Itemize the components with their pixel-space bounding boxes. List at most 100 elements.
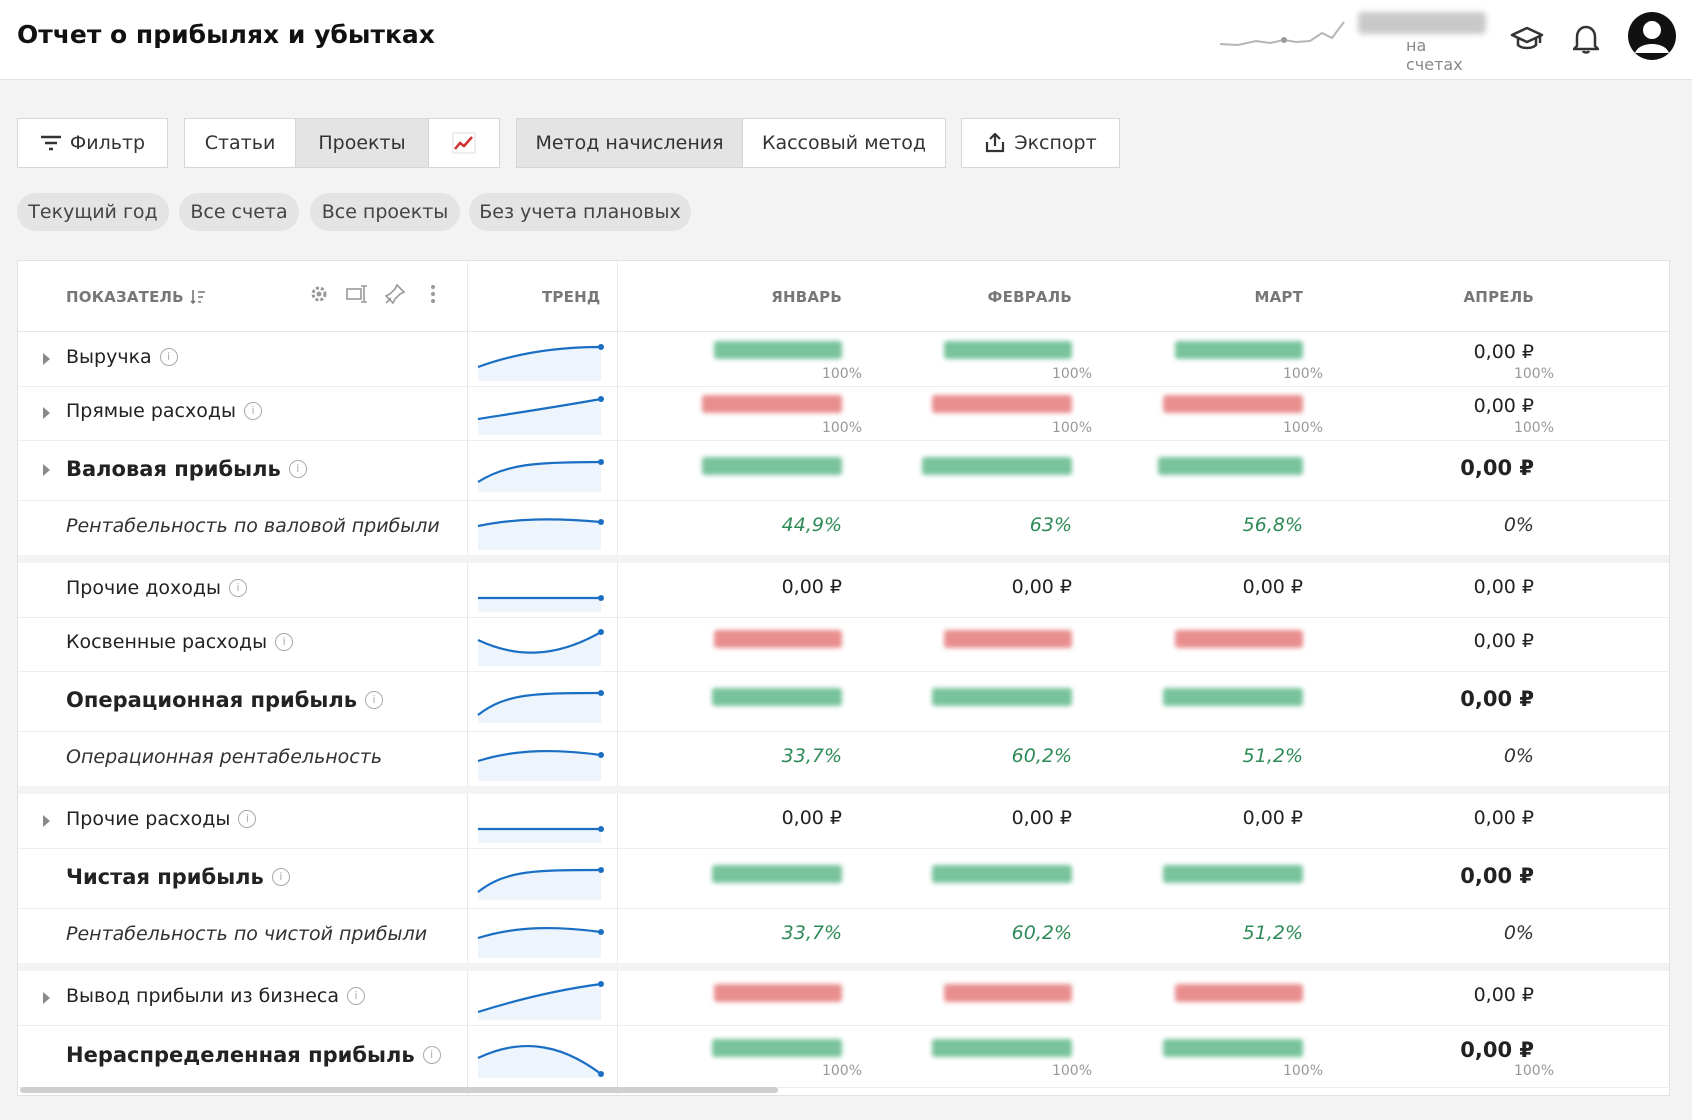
month-value-cell[interactable] — [642, 864, 842, 888]
month-value-cell[interactable] — [872, 630, 1072, 653]
method-accrual-button[interactable]: Метод начисления — [516, 118, 743, 168]
table-row[interactable]: Прочие доходы i 0,00 ₽ 0,00 ₽ 0,00 ₽ 0,00 ₽ — [18, 563, 1669, 618]
month-value-cell[interactable] — [872, 395, 1072, 418]
month-value-cell[interactable] — [872, 984, 1072, 1007]
month-value-cell[interactable] — [872, 864, 1072, 888]
month-value-cell[interactable]: 0,00 ₽ — [1334, 456, 1534, 480]
expand-caret-icon[interactable] — [43, 815, 50, 827]
graduation-cap-icon[interactable] — [1508, 20, 1546, 58]
month-value-cell[interactable]: 63% — [872, 514, 1072, 536]
bell-icon[interactable] — [1567, 20, 1605, 58]
month-value-cell[interactable]: 0,00 ₽ — [1334, 576, 1534, 598]
month-value-cell[interactable] — [642, 341, 842, 364]
month-value-cell[interactable]: 0% — [1334, 745, 1534, 767]
expand-caret-icon[interactable] — [43, 353, 50, 365]
month-value-cell[interactable]: 51,2% — [1103, 745, 1303, 767]
chart-view-button[interactable] — [428, 118, 500, 168]
month-value-cell[interactable]: 0,00 ₽ — [1103, 576, 1303, 598]
user-avatar-icon[interactable] — [1626, 10, 1678, 62]
info-icon[interactable]: i — [422, 1046, 441, 1064]
month-value-cell[interactable]: 0% — [1334, 514, 1534, 536]
month-value-cell[interactable] — [642, 687, 842, 711]
month-value-cell[interactable]: 33,7% — [642, 745, 842, 767]
chip-accounts[interactable]: Все счета — [179, 193, 299, 231]
chip-plan[interactable]: Без учета плановых — [469, 193, 691, 231]
month-value-cell[interactable]: 33,7% — [642, 922, 842, 944]
month-value-cell[interactable] — [872, 341, 1072, 364]
month-value-cell[interactable] — [642, 456, 842, 480]
horizontal-scrollbar[interactable] — [20, 1087, 778, 1093]
table-row[interactable]: Выручка i 100% 100% 100% 0,00 ₽ 100% — [18, 332, 1669, 387]
info-icon[interactable]: i — [288, 460, 307, 478]
month-value-cell[interactable]: 44,9% — [642, 514, 842, 536]
month-value-cell[interactable] — [872, 456, 1072, 480]
month-value-cell[interactable] — [642, 984, 842, 1007]
info-icon[interactable]: i — [275, 633, 294, 651]
table-row[interactable]: Валовая прибыль i 0,00 ₽ — [18, 440, 1669, 501]
info-icon[interactable]: i — [365, 691, 384, 709]
month-value-cell[interactable]: 0,00 ₽ — [1334, 687, 1534, 711]
month-value-cell[interactable] — [1103, 864, 1303, 888]
table-row[interactable]: Прочие расходы i 0,00 ₽ 0,00 ₽ 0,00 ₽ 0,00 ₽ — [18, 794, 1669, 849]
table-row[interactable]: Чистая прибыль i 0,00 ₽ — [18, 848, 1669, 909]
month-value-cell[interactable]: 0,00 ₽ — [1334, 630, 1534, 652]
info-icon[interactable]: i — [346, 987, 365, 1005]
info-icon[interactable]: i — [159, 348, 178, 366]
month-value-cell[interactable]: 60,2% — [872, 745, 1072, 767]
month-value-cell[interactable]: 0,00 ₽ — [1103, 807, 1303, 829]
month-value-cell[interactable] — [872, 1038, 1072, 1062]
view-projects-button[interactable]: Проекты — [295, 118, 429, 168]
table-row[interactable]: Вывод прибыли из бизнеса i 0,00 ₽ — [18, 971, 1669, 1026]
month-value-cell[interactable]: 0,00 ₽ — [642, 807, 842, 829]
month-value-cell[interactable] — [642, 630, 842, 653]
month-value-cell[interactable] — [1103, 1038, 1303, 1062]
info-icon[interactable]: i — [238, 810, 257, 828]
month-value-cell[interactable]: 56,8% — [1103, 514, 1303, 536]
month-value-cell[interactable]: 0% — [1334, 922, 1534, 944]
month-value-cell[interactable]: 0,00 ₽ — [642, 576, 842, 598]
table-row[interactable]: Операционная прибыль i 0,00 ₽ — [18, 671, 1669, 732]
header-indicator[interactable]: ПОКАЗАТЕЛЬ — [66, 288, 206, 306]
month-value-cell[interactable]: 0,00 ₽ — [1334, 864, 1534, 888]
pin-icon[interactable] — [384, 283, 406, 305]
table-row[interactable]: Рентабельность по чистой прибыли 33,7% 60,… — [18, 908, 1669, 971]
month-value-cell[interactable]: 0,00 ₽ — [1334, 984, 1534, 1006]
month-value-cell[interactable] — [1103, 630, 1303, 653]
table-row[interactable]: Рентабельность по валовой прибыли 44,9% 63… — [18, 500, 1669, 563]
month-value-cell[interactable]: 60,2% — [872, 922, 1072, 944]
month-value-cell[interactable] — [642, 395, 842, 418]
expand-caret-icon[interactable] — [43, 992, 50, 1004]
export-button[interactable]: Экспорт — [961, 118, 1120, 168]
info-icon[interactable]: i — [271, 868, 290, 886]
column-width-icon[interactable] — [346, 284, 368, 304]
month-value-cell[interactable]: 0,00 ₽ — [1334, 1038, 1534, 1062]
more-vertical-icon[interactable] — [430, 283, 436, 305]
expand-caret-icon[interactable] — [43, 407, 50, 419]
month-value-cell[interactable] — [642, 1038, 842, 1062]
month-value-cell[interactable] — [1103, 984, 1303, 1007]
info-icon[interactable]: i — [244, 402, 262, 420]
month-value-cell[interactable] — [1103, 395, 1303, 418]
month-value-cell[interactable] — [1103, 456, 1303, 480]
chip-projects[interactable]: Все проекты — [310, 193, 460, 231]
month-value-cell[interactable]: 0,00 ₽ — [1334, 395, 1534, 417]
chip-period[interactable]: Текущий год — [17, 193, 169, 231]
account-balance[interactable]: на счетах — [1358, 12, 1488, 74]
month-value-cell[interactable]: 0,00 ₽ — [1334, 341, 1534, 363]
month-value-cell[interactable]: 0,00 ₽ — [1334, 807, 1534, 829]
table-row[interactable]: Нераспределенная прибыль i 100% 100% 100% 0,0… — [18, 1025, 1669, 1088]
month-value-cell[interactable]: 0,00 ₽ — [872, 807, 1072, 829]
view-articles-button[interactable]: Статьи — [184, 118, 296, 168]
table-row[interactable]: Прямые расходы i 100% 100% 100% 0,00 ₽ 100% — [18, 386, 1669, 441]
expand-caret-icon[interactable] — [43, 464, 50, 476]
month-value-cell[interactable]: 51,2% — [1103, 922, 1303, 944]
month-value-cell[interactable] — [1103, 687, 1303, 711]
month-value-cell[interactable] — [872, 687, 1072, 711]
gear-icon[interactable] — [309, 284, 329, 304]
table-row[interactable]: Косвенные расходы i 0,00 ₽ — [18, 617, 1669, 672]
info-icon[interactable]: i — [229, 579, 248, 597]
filter-button[interactable]: Фильтр — [17, 118, 168, 168]
table-row[interactable]: Операционная рентабельность 33,7% 60,2% 51,… — [18, 731, 1669, 794]
month-value-cell[interactable] — [1103, 341, 1303, 364]
month-value-cell[interactable]: 0,00 ₽ — [872, 576, 1072, 598]
